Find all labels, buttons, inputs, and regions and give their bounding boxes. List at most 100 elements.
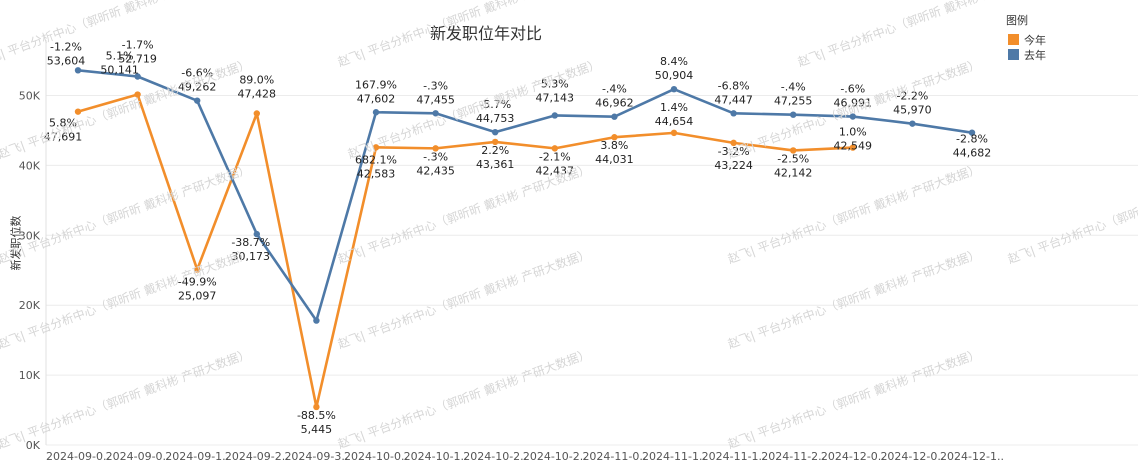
data-label-value: 50,141	[100, 64, 139, 77]
data-label-pct: 1.4%	[660, 101, 688, 114]
y-axis-label: 新发职位数	[9, 215, 23, 271]
data-label-pct: -5.7%	[479, 98, 511, 111]
data-point	[372, 144, 380, 151]
x-tick-label: 2024-10-2..	[463, 450, 527, 463]
data-label-pct: -49.9%	[178, 276, 217, 289]
data-label-value: 43,361	[476, 158, 515, 171]
data-point	[909, 120, 916, 127]
data-point	[253, 110, 260, 117]
data-point	[670, 129, 678, 137]
x-tick-label: 2024-10-0..	[344, 450, 408, 463]
x-tick-label: 2024-09-0..	[106, 450, 170, 463]
data-point	[74, 67, 82, 74]
legend-label-last-year: 去年	[1024, 48, 1046, 62]
data-label-value: 47,455	[416, 93, 455, 106]
legend-swatch-last-year	[1008, 49, 1019, 60]
data-label-value: 44,682	[953, 147, 992, 160]
data-label-value: 53,604	[47, 54, 86, 67]
data-point	[790, 147, 797, 154]
data-label-value: 43,224	[714, 159, 753, 172]
legend-item-last-year[interactable]: 去年	[1006, 47, 1046, 62]
legend-title: 图例	[1006, 14, 1028, 27]
x-tick-label: 2024-12-1..	[940, 450, 1004, 463]
data-label-pct: 2.2%	[481, 144, 509, 157]
data-label-value: 44,031	[595, 153, 634, 166]
data-point	[611, 134, 618, 141]
series-line	[77, 69, 973, 322]
x-tick-label: 2024-11-2..	[761, 450, 825, 463]
data-label-value: 47,428	[238, 87, 277, 100]
legend-swatch-this-year	[1008, 34, 1019, 45]
data-point	[611, 113, 618, 120]
data-label-value: 42,549	[834, 140, 873, 153]
x-tick-label: 2024-12-0..	[880, 450, 944, 463]
data-label-value: 47,447	[714, 93, 753, 106]
data-label-pct: 5.3%	[541, 77, 569, 90]
y-tick-label: 50K	[19, 90, 41, 103]
data-label-pct: -.4%	[781, 81, 806, 94]
x-tick-label: 2024-11-1..	[702, 450, 766, 463]
data-label-value: 52,719	[118, 52, 157, 65]
data-point	[194, 97, 201, 104]
data-point	[790, 111, 797, 118]
data-label-pct: 1.0%	[839, 126, 867, 139]
data-label-pct: 8.4%	[660, 55, 688, 68]
y-tick-label: 0K	[26, 439, 41, 452]
data-label-value: 42,583	[357, 167, 396, 180]
data-point	[134, 73, 141, 80]
data-point	[730, 110, 737, 117]
data-label-value: 44,654	[655, 115, 694, 128]
data-label-pct: 5.1%	[106, 50, 134, 63]
data-point	[849, 144, 856, 151]
data-label-value: 47,602	[357, 92, 396, 105]
y-tick-label: 20K	[19, 299, 41, 312]
data-label-pct: -.3%	[423, 79, 448, 92]
series-line	[77, 93, 853, 409]
data-point	[432, 145, 439, 152]
data-label-value: 5,445	[301, 423, 333, 436]
x-tick-label: 2024-10-2..	[523, 450, 587, 463]
data-label-value: 46,962	[595, 97, 634, 110]
legend-item-this-year[interactable]: 今年	[1006, 32, 1046, 47]
data-point	[492, 128, 499, 136]
data-label-pct: 89.0%	[239, 73, 274, 86]
y-tick-label: 10K	[19, 369, 41, 382]
x-tick-label: 2024-11-1..	[642, 450, 706, 463]
data-label-pct: -3.2%	[718, 145, 750, 158]
data-point	[849, 113, 856, 120]
data-point	[968, 129, 976, 136]
data-label-value: 46,991	[834, 97, 873, 110]
data-label-pct: -88.5%	[297, 409, 336, 422]
data-label-value: 50,904	[655, 69, 694, 82]
x-tick-label: 2024-10-1..	[404, 450, 468, 463]
data-point	[253, 230, 260, 238]
data-label-pct: -1.7%	[122, 38, 154, 51]
data-label-pct: -1.2%	[50, 40, 82, 53]
data-point	[313, 317, 320, 324]
data-point	[134, 91, 141, 98]
data-label-pct: 682.1%	[355, 153, 397, 166]
x-tick-label: 2024-09-2..	[225, 450, 289, 463]
data-label-value: 47,691	[44, 131, 83, 144]
data-point	[372, 109, 380, 116]
legend: 图例 今年 去年	[1006, 12, 1046, 62]
data-point	[670, 85, 678, 93]
data-label-value: 30,173	[232, 250, 271, 263]
x-tick-label: 2024-11-0..	[582, 450, 646, 463]
data-point	[551, 145, 558, 152]
x-tick-label: 2024-09-1..	[165, 450, 229, 463]
data-label-pct: -.6%	[840, 83, 865, 96]
data-label-pct: 3.8%	[600, 139, 628, 152]
data-point	[432, 110, 439, 117]
data-label-value: 25,097	[178, 290, 217, 303]
y-tick-label: 40K	[19, 159, 41, 172]
chart-title: 新发职位年对比	[430, 24, 543, 43]
data-label-pct: -2.8%	[956, 133, 988, 146]
data-label-value: 47,143	[536, 91, 575, 104]
x-tick-label: 2024-09-0..	[46, 450, 110, 463]
data-label-value: 47,255	[774, 95, 813, 108]
y-tick-label: 30K	[19, 229, 41, 242]
data-point	[194, 266, 201, 273]
legend-label-this-year: 今年	[1024, 33, 1046, 47]
